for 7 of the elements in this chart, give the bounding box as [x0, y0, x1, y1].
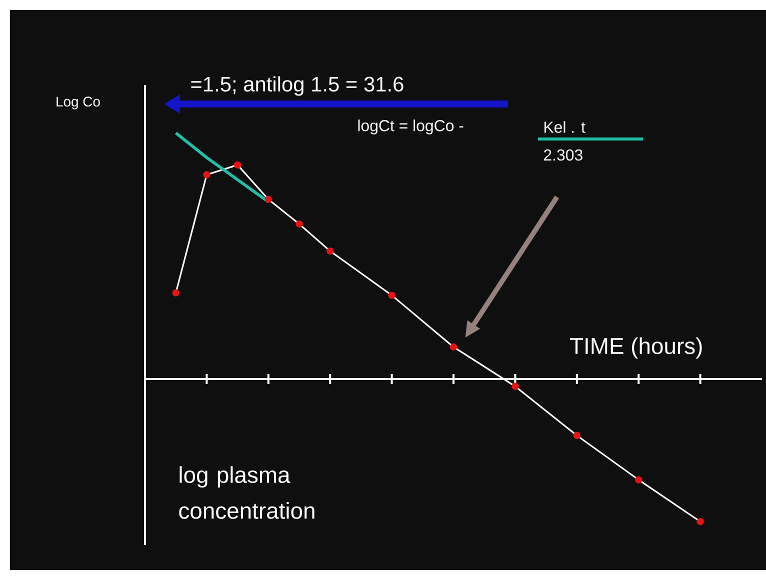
annotation: logCt = logCo -	[358, 120, 464, 134]
annotation: 2.303	[544, 149, 582, 161]
text: Kel . t	[544, 121, 586, 133]
annotation: log plasma concentration	[179, 466, 314, 519]
text: Log Co	[56, 96, 100, 110]
x-axis-title: TIME (hours)	[570, 337, 702, 359]
text: =1.5; antilog 1.5 = 31.6	[191, 76, 404, 96]
